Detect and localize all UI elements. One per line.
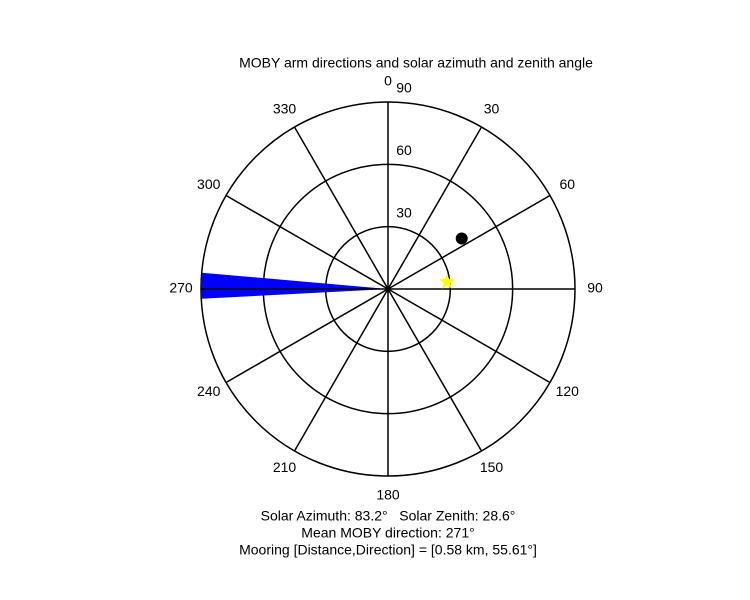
- theta-tick-label: 270: [169, 280, 193, 296]
- annotation: Mean MOBY direction: 271°: [301, 525, 474, 541]
- theta-tick-label: 300: [197, 176, 221, 192]
- spoke: [387, 288, 483, 452]
- spoke: [387, 194, 551, 290]
- spoke: [293, 126, 389, 290]
- spoke: [387, 288, 551, 384]
- theta-tick-label: 0: [384, 73, 392, 89]
- theta-tick-label: 150: [480, 459, 504, 475]
- mooring-marker: [455, 232, 468, 245]
- moby-wedge: [200, 272, 388, 299]
- theta-tick-label: 210: [273, 459, 297, 475]
- theta-tick-label: 330: [273, 100, 297, 116]
- theta-tick-label: 60: [559, 176, 575, 192]
- spoke: [387, 126, 483, 290]
- r-tick-label: 90: [396, 80, 412, 96]
- annotation: Solar Azimuth: 83.2° Solar Zenith: 28.6°: [261, 508, 516, 524]
- chart-title: MOBY arm directions and solar azimuth an…: [239, 55, 593, 71]
- theta-tick-label: 240: [197, 383, 221, 399]
- spoke: [293, 288, 389, 452]
- spoke: [225, 194, 389, 290]
- theta-tick-label: 120: [556, 383, 580, 399]
- annotation: Mooring [Distance,Direction] = [0.58 km,…: [239, 542, 537, 558]
- r-tick-label: 60: [396, 142, 412, 158]
- spoke: [225, 288, 389, 384]
- theta-tick-label: 30: [484, 100, 500, 116]
- r-tick-label: 30: [396, 204, 412, 220]
- sun-marker: [439, 273, 455, 289]
- theta-tick-label: 180: [376, 487, 400, 503]
- theta-tick-label: 90: [587, 280, 603, 296]
